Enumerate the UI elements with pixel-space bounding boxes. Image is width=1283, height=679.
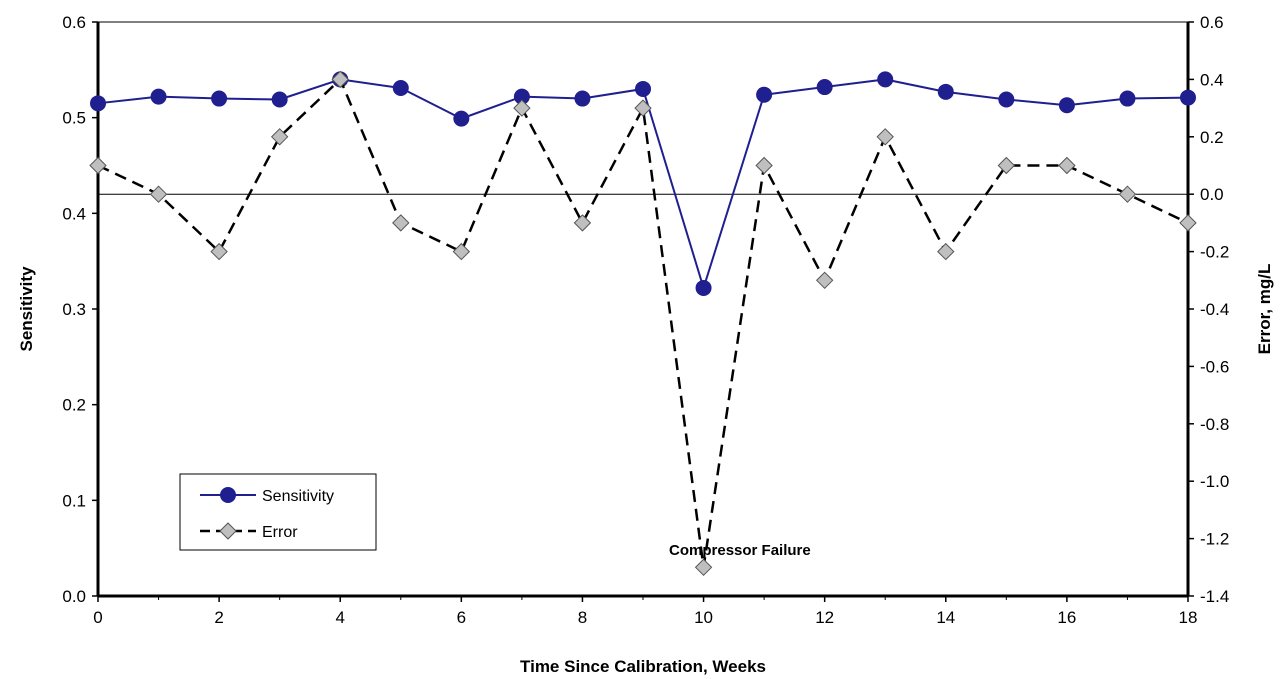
- y-left-tick-label: 0.6: [62, 13, 86, 32]
- point-sensitivity: [271, 91, 288, 108]
- point-sensitivity: [392, 80, 409, 97]
- point-sensitivity: [756, 86, 773, 103]
- y-right-tick-label: 0.6: [1200, 13, 1224, 32]
- point-error: [573, 214, 592, 232]
- point-error: [1058, 156, 1076, 175]
- x-tick-label: 4: [335, 608, 344, 627]
- point-sensitivity: [937, 83, 954, 100]
- point-error: [331, 70, 349, 89]
- y-left-tick-label: 0.2: [62, 396, 86, 415]
- point-error: [815, 271, 834, 290]
- x-tick-label: 18: [1179, 608, 1198, 627]
- y-left-tick-label: 0.4: [62, 204, 86, 223]
- y-left-tick-label: 0.0: [62, 587, 86, 606]
- y-right-tick-label: -0.8: [1200, 415, 1229, 434]
- y-right-tick-label: -0.2: [1200, 243, 1229, 262]
- point-error: [149, 185, 168, 203]
- series-layer: [89, 70, 1197, 577]
- y-axis-left-title: Sensitivity: [17, 266, 36, 352]
- y-left-tick-label: 0.1: [62, 491, 86, 510]
- point-sensitivity: [211, 90, 228, 107]
- point-sensitivity: [695, 279, 712, 296]
- point-sensitivity: [574, 90, 591, 107]
- annotation-compressor-failure: Compressor Failure: [669, 542, 811, 559]
- legend-sensitivity-label: Sensitivity: [262, 488, 334, 505]
- point-error: [392, 214, 410, 232]
- y-right-tick-label: -1.4: [1200, 587, 1229, 606]
- point-error: [755, 156, 773, 175]
- x-tick-label: 6: [457, 608, 466, 627]
- ticks: 0 2 4 6 8 10 12 14 16 18 0.0 0.1 0.2 0.3 0.4 0.5 0.6 -1.4…: [62, 13, 1229, 627]
- y-right-tick-label: -1.0: [1200, 472, 1229, 491]
- point-error: [1179, 214, 1197, 232]
- y-right-tick-label: 0.2: [1200, 128, 1224, 147]
- y-right-tick-label: -0.4: [1200, 300, 1229, 319]
- x-tick-label: 10: [694, 608, 713, 627]
- point-sensitivity: [877, 71, 894, 88]
- point-sensitivity: [1058, 97, 1075, 114]
- point-error: [210, 242, 228, 261]
- y-right-tick-label: -0.6: [1200, 357, 1229, 376]
- x-axis-title: Time Since Calibration, Weeks: [520, 657, 766, 676]
- point-sensitivity: [816, 79, 833, 96]
- point-sensitivity: [513, 88, 530, 105]
- legend-error-label: Error: [262, 524, 298, 541]
- point-sensitivity: [1180, 89, 1196, 106]
- point-sensitivity: [1119, 90, 1136, 107]
- point-error: [1118, 185, 1137, 203]
- point-error: [270, 128, 289, 146]
- x-tick-label: 2: [214, 608, 223, 627]
- x-tick-label: 12: [815, 608, 834, 627]
- point-sensitivity: [635, 80, 651, 97]
- point-error: [876, 128, 894, 146]
- point-error: [937, 242, 955, 261]
- y-left-tick-label: 0.5: [62, 109, 86, 128]
- point-error: [634, 99, 652, 117]
- y-left-tick-label: 0.3: [62, 300, 86, 319]
- x-tick-label: 0: [93, 608, 102, 627]
- point-error: [89, 156, 107, 175]
- legend-box: [179, 473, 377, 551]
- y-right-tick-label: -1.2: [1200, 530, 1229, 549]
- y-right-tick-label: 0.0: [1200, 185, 1224, 204]
- legend: Sensitivity Error: [179, 473, 377, 551]
- point-error: [513, 99, 531, 117]
- point-error: [452, 242, 471, 261]
- x-tick-label: 8: [578, 608, 587, 627]
- legend-sensitivity-marker: [220, 487, 236, 503]
- x-tick-label: 14: [936, 608, 955, 627]
- point-sensitivity: [150, 88, 167, 105]
- point-sensitivity: [90, 95, 106, 112]
- y-right-tick-label: 0.4: [1200, 70, 1224, 89]
- point-sensitivity: [998, 91, 1015, 108]
- point-error: [694, 558, 713, 577]
- point-sensitivity: [453, 110, 470, 127]
- legend-error-marker: [219, 522, 237, 540]
- point-error: [997, 156, 1016, 175]
- x-tick-label: 16: [1057, 608, 1076, 627]
- y-axis-right-title: Error, mg/L: [1255, 264, 1274, 355]
